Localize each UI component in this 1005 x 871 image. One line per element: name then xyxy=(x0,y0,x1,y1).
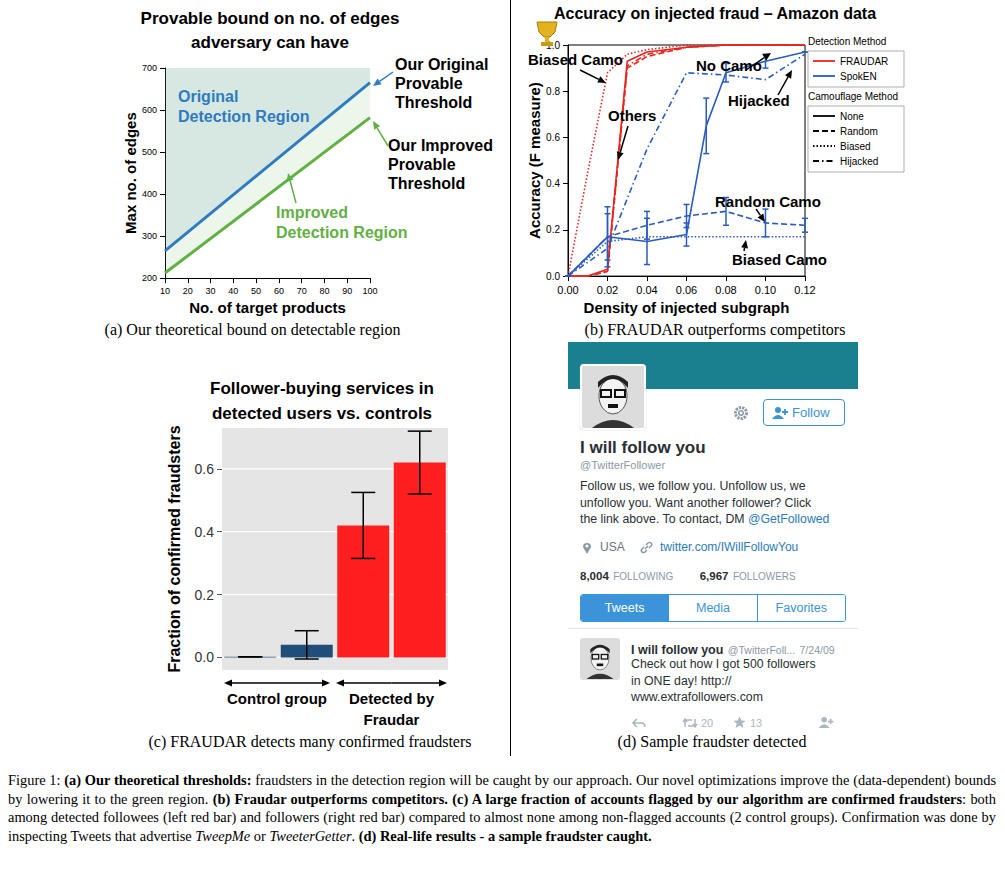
svg-text:0.04: 0.04 xyxy=(636,284,657,296)
svg-text:Biased Camo: Biased Camo xyxy=(732,251,827,268)
svg-text:0.08: 0.08 xyxy=(715,284,736,296)
svg-text:Fraudar: Fraudar xyxy=(364,711,420,728)
html-text:I will follow you @TwitterFoll: I will follow you @TwitterFoll... 7/24/0… xyxy=(631,643,835,657)
html-text:20: 20 xyxy=(701,717,714,729)
svg-text:0.2: 0.2 xyxy=(546,224,560,235)
svg-text:700: 700 xyxy=(142,63,157,73)
svg-text:60: 60 xyxy=(274,286,284,296)
svg-text:Random Camo: Random Camo xyxy=(715,193,821,210)
html-text:Figure 1: (a) Our theoretical: Figure 1: (a) Our theoretical thresholds… xyxy=(8,772,996,844)
svg-text:Random: Random xyxy=(840,126,878,137)
svg-text:Detected by: Detected by xyxy=(349,690,435,707)
html-text:Favorites: Favorites xyxy=(775,601,827,615)
html-text:USA: USA xyxy=(600,540,625,554)
svg-text:No Camo: No Camo xyxy=(696,57,762,74)
svg-text:Biased: Biased xyxy=(840,141,871,152)
svg-text:Biased Camo: Biased Camo xyxy=(528,51,623,68)
svg-text:Provable: Provable xyxy=(395,75,463,92)
svg-text:70: 70 xyxy=(297,286,307,296)
svg-text:Control group: Control group xyxy=(227,690,327,707)
html-text:(b) FRAUDAR outperforms compet: (b) FRAUDAR outperforms competitors xyxy=(584,321,846,338)
svg-text:0.12: 0.12 xyxy=(794,284,815,296)
svg-text:10: 10 xyxy=(160,286,170,296)
html-text:13: 13 xyxy=(750,717,763,729)
svg-text:200: 200 xyxy=(142,273,157,283)
svg-text:40: 40 xyxy=(228,286,238,296)
html-text:twitter.com/IWillFollowYou: twitter.com/IWillFollowYou xyxy=(660,540,799,554)
svg-text:0.10: 0.10 xyxy=(755,284,776,296)
svg-text:600: 600 xyxy=(142,105,157,115)
svg-text:Detection Region: Detection Region xyxy=(276,224,408,241)
svg-text:500: 500 xyxy=(142,147,157,157)
svg-text:Provable bound on no. of edges: Provable bound on no. of edges xyxy=(141,9,400,28)
svg-text:SpokEN: SpokEN xyxy=(840,71,877,82)
svg-text:0.0: 0.0 xyxy=(546,271,560,282)
svg-text:80: 80 xyxy=(319,286,329,296)
svg-text:Detection Region: Detection Region xyxy=(178,108,310,125)
svg-text:detected users vs. controls: detected users vs. controls xyxy=(212,404,432,423)
svg-text:0.00: 0.00 xyxy=(557,284,578,296)
svg-text:300: 300 xyxy=(142,231,157,241)
svg-text:Follower-buying services in: Follower-buying services in xyxy=(210,379,434,398)
svg-text:Hijacked: Hijacked xyxy=(840,156,878,167)
svg-text:0.06: 0.06 xyxy=(676,284,697,296)
svg-text:adversary can have: adversary can have xyxy=(191,33,349,52)
svg-text:Accuracy (F measure): Accuracy (F measure) xyxy=(526,82,543,239)
svg-text:Detection Method: Detection Method xyxy=(808,36,886,47)
svg-text:0.0: 0.0 xyxy=(195,649,215,665)
svg-text:Threshold: Threshold xyxy=(388,175,465,192)
html-text:Follow: Follow xyxy=(792,405,830,420)
html-text:Check out how I got 500 follow: Check out how I got 500 followers in ONE… xyxy=(631,657,816,704)
html-text:Tweets: Tweets xyxy=(604,601,645,615)
svg-text:Camouflage Method: Camouflage Method xyxy=(808,91,898,102)
svg-text:Our Original: Our Original xyxy=(395,56,488,73)
html-text:@TwitterFollower: @TwitterFollower xyxy=(580,459,666,471)
svg-text:0.02: 0.02 xyxy=(597,284,618,296)
svg-text:Fraction of confirmed fraudste: Fraction of confirmed fraudsters xyxy=(166,425,183,672)
html-text:8,004 FOLLOWING: 8,004 FOLLOWING xyxy=(580,570,674,582)
svg-text:0.8: 0.8 xyxy=(546,86,560,97)
svg-text:Improved: Improved xyxy=(276,204,348,221)
svg-text:90: 90 xyxy=(342,286,352,296)
svg-text:Provable: Provable xyxy=(388,156,456,173)
svg-text:Accuracy on injected fraud – A: Accuracy on injected fraud – Amazon data xyxy=(554,5,876,22)
svg-text:Hijacked: Hijacked xyxy=(728,92,790,109)
html-text:(d) Sample fraudster detected: (d) Sample fraudster detected xyxy=(617,733,807,750)
svg-text:Density of injected subgraph: Density of injected subgraph xyxy=(584,299,790,316)
svg-text:0.4: 0.4 xyxy=(195,524,215,540)
svg-text:0.6: 0.6 xyxy=(546,132,560,143)
svg-text:30: 30 xyxy=(206,286,216,296)
svg-text:0.6: 0.6 xyxy=(195,461,215,477)
svg-text:100: 100 xyxy=(362,286,377,296)
svg-text:Original: Original xyxy=(178,88,238,105)
svg-text:None: None xyxy=(840,111,864,122)
svg-text:20: 20 xyxy=(183,286,193,296)
svg-text:No. of target products: No. of target products xyxy=(189,299,346,316)
svg-text:Others: Others xyxy=(608,107,656,124)
svg-text:0.4: 0.4 xyxy=(546,178,560,189)
svg-text:0.2: 0.2 xyxy=(195,587,215,603)
html-text:(a) Our theoretical bound on d: (a) Our theoretical bound on detectable … xyxy=(104,321,401,338)
html-text:Media: Media xyxy=(696,601,730,615)
html-text:I will follow you: I will follow you xyxy=(580,438,706,457)
svg-text:Our Improved: Our Improved xyxy=(388,137,493,154)
svg-text:50: 50 xyxy=(251,286,261,296)
svg-text:FRAUDAR: FRAUDAR xyxy=(840,56,888,67)
svg-text:Max no. of edges: Max no. of edges xyxy=(122,112,139,234)
svg-text:400: 400 xyxy=(142,189,157,199)
html-text:6,967 FOLLOWERS: 6,967 FOLLOWERS xyxy=(699,570,796,582)
html-text:(c) FRAUDAR detects many confi: (c) FRAUDAR detects many confirmed fraud… xyxy=(148,733,472,750)
svg-text:Threshold: Threshold xyxy=(395,94,472,111)
svg-text:1.0: 1.0 xyxy=(546,39,560,51)
html-text:Follow us, we follow you. Unfo: Follow us, we follow you. Unfollow us, w… xyxy=(580,479,830,526)
